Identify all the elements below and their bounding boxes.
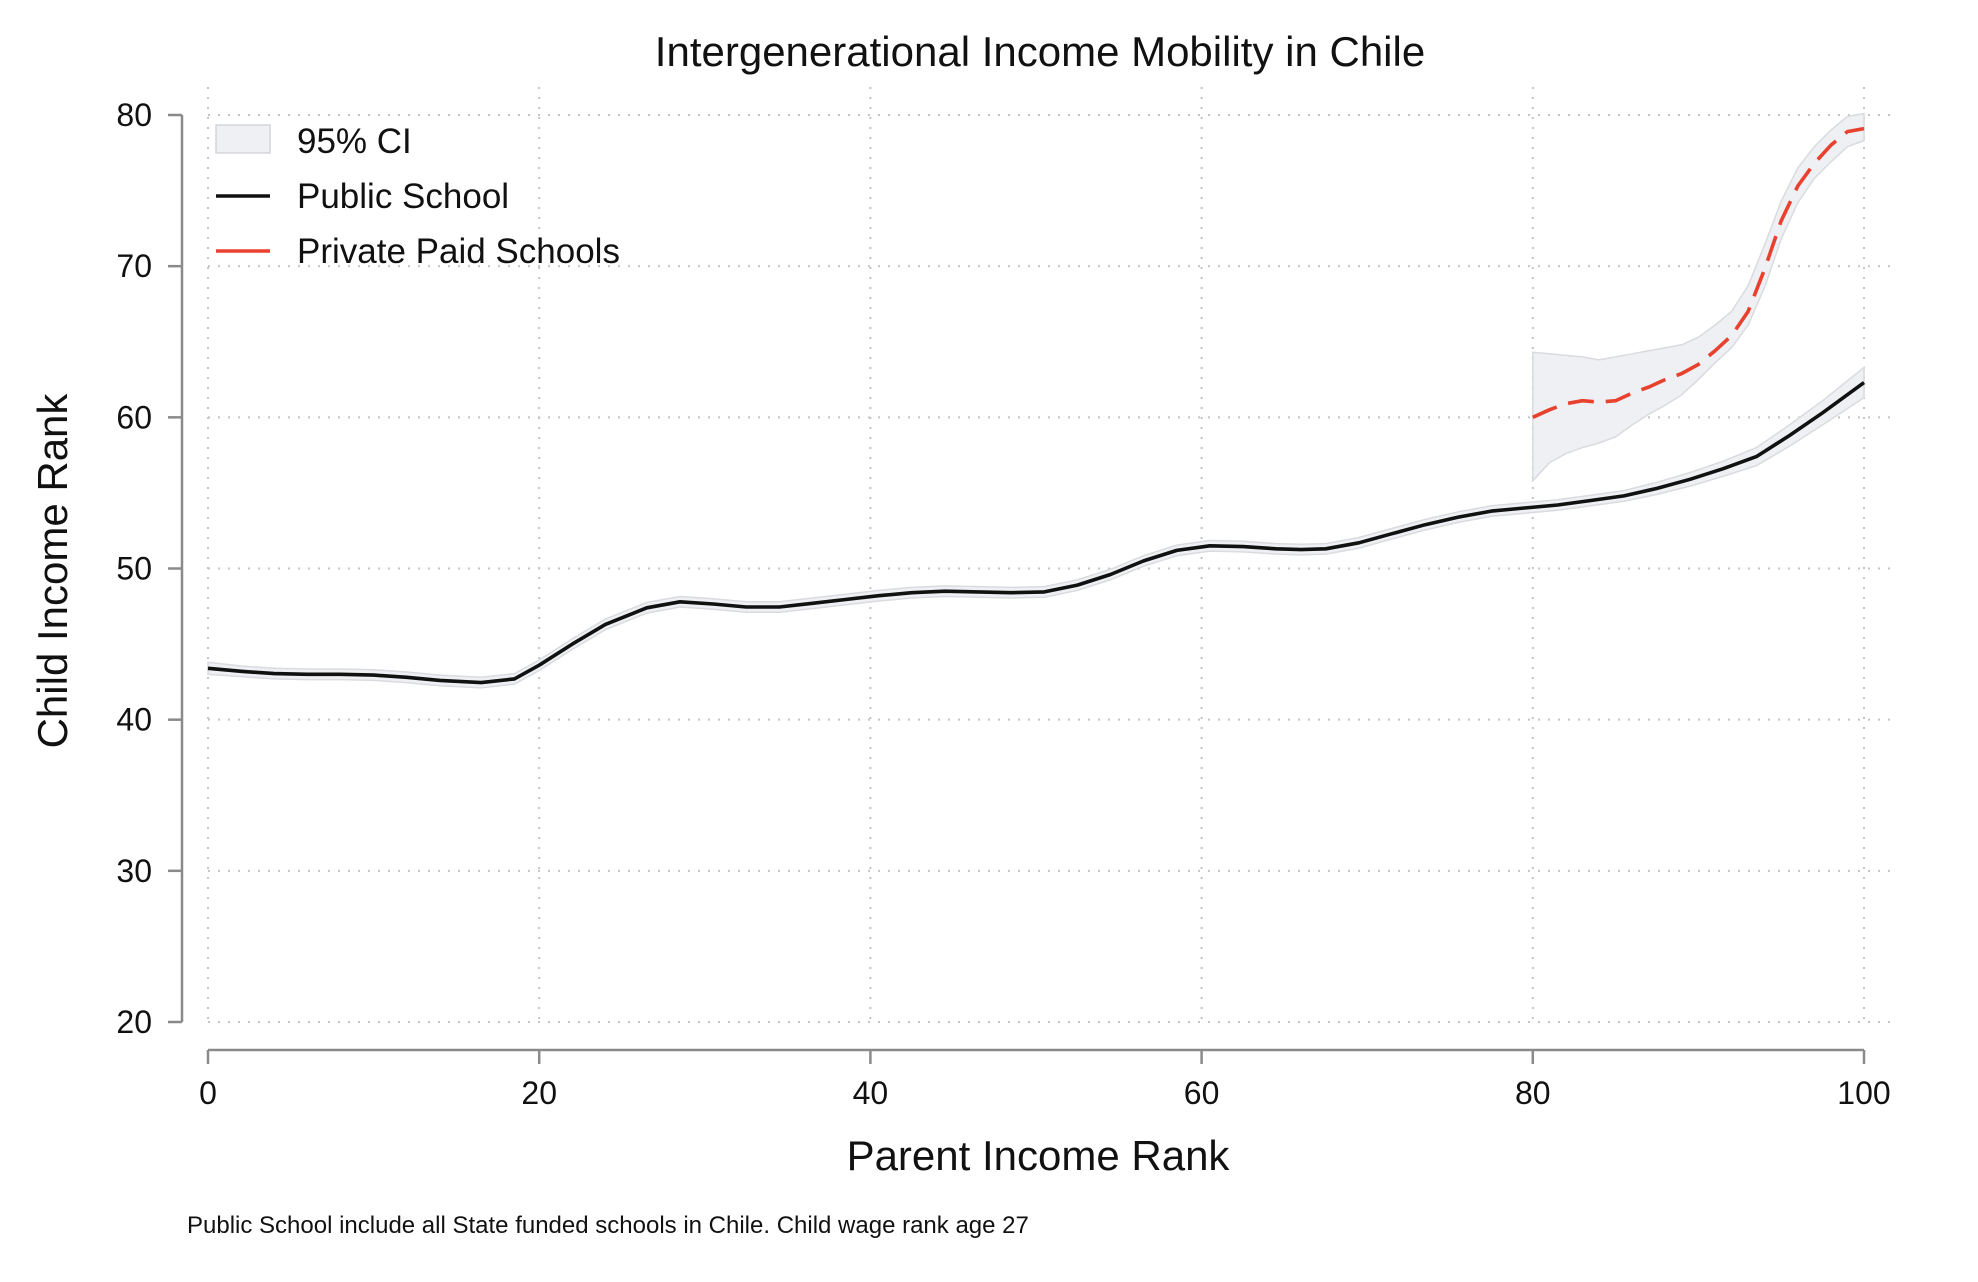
x-tick-label-20: 20 [521, 1075, 557, 1111]
series-line-public-school [207, 381, 1866, 685]
ticks-layer: 20 30 40 50 60 70 80 0 20 40 60 80 100 [116, 97, 1890, 1111]
legend-label-private-paid-schools: Private Paid Schools [297, 232, 620, 271]
y-tick-label-40: 40 [116, 702, 152, 738]
y-tick-label-60: 60 [116, 399, 152, 435]
y-axis-title: Child Income Rank [29, 393, 76, 749]
legend-label-public-school: Public School [297, 177, 509, 216]
x-tick-label-60: 60 [1184, 1075, 1220, 1111]
y-tick-label-20: 20 [116, 1004, 152, 1040]
x-tick-label-80: 80 [1515, 1075, 1551, 1111]
y-tick-label-50: 50 [116, 551, 152, 587]
x-tick-label-100: 100 [1837, 1075, 1890, 1111]
y-tick-label-70: 70 [116, 248, 152, 284]
x-tick-label-0: 0 [199, 1075, 217, 1111]
ci-band-private-paid-schools [1532, 112, 1865, 483]
grid-layer [207, 87, 1894, 1023]
y-tick-label-80: 80 [116, 97, 152, 133]
legend-label-95-ci: 95% CI [297, 122, 412, 161]
ci-band-public-school [207, 365, 1865, 689]
legend-swatch-95-ci [215, 124, 271, 154]
series-line-private-paid-schools [1532, 126, 1865, 419]
x-tick-label-40: 40 [853, 1075, 889, 1111]
series-layer [207, 126, 1866, 685]
x-axis-title: Parent Income Rank [847, 1132, 1231, 1179]
chart-note: Public School include all State funded s… [187, 1212, 1029, 1239]
y-tick-label-30: 30 [116, 853, 152, 889]
confidence-band-layer [207, 112, 1865, 689]
chart-title: Intergenerational Income Mobility in Chi… [655, 28, 1425, 75]
legend: 95% CI Public School Private Paid Schools [215, 122, 620, 271]
